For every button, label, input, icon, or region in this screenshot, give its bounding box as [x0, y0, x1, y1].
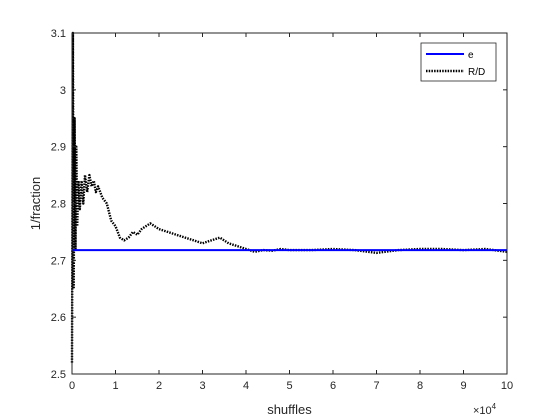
x-tick-label: 1 — [112, 380, 118, 392]
x-tick-label: 2 — [156, 380, 162, 392]
legend-box — [420, 42, 497, 82]
legend-label-e: e — [468, 50, 474, 61]
plot-area — [72, 33, 507, 374]
ticks-layer: 0 1 2 3 4 5 6 7 8 9 10 2.5 2.6 2.7 2.8 2.9 3 3.1 — [51, 28, 513, 392]
x-tick-label: 6 — [330, 380, 336, 392]
x-tick-label: 7 — [373, 380, 379, 392]
x-tick-label: 10 — [501, 380, 513, 392]
x-tick-label: 0 — [69, 380, 75, 392]
y-tick-label: 2.7 — [51, 255, 66, 267]
series-layer — [70, 31, 508, 363]
x-axis-exponent: ×104 — [473, 402, 497, 417]
legend: e R/D — [420, 42, 497, 82]
x-tick-label: 9 — [460, 380, 466, 392]
x-tick-label: 3 — [199, 380, 205, 392]
x-axis-label: shuffles — [267, 402, 312, 417]
y-tick-label: 2.6 — [51, 312, 66, 324]
x-axis-exponent-base: ×10 — [473, 405, 492, 417]
y-tick-label: 2.8 — [51, 199, 66, 211]
legend-label-rd: R/D — [468, 67, 485, 78]
y-tick-label: 3.1 — [51, 28, 66, 40]
x-tick-label: 4 — [243, 380, 249, 392]
y-axis-label: 1/fraction — [28, 177, 43, 230]
y-tick-label: 2.9 — [51, 142, 66, 154]
x-axis-exponent-power: 4 — [492, 402, 497, 411]
x-tick-label: 5 — [286, 380, 292, 392]
y-tick-label: 3 — [60, 85, 66, 97]
y-tick-label: 2.5 — [51, 369, 66, 381]
x-tick-label: 8 — [417, 380, 423, 392]
